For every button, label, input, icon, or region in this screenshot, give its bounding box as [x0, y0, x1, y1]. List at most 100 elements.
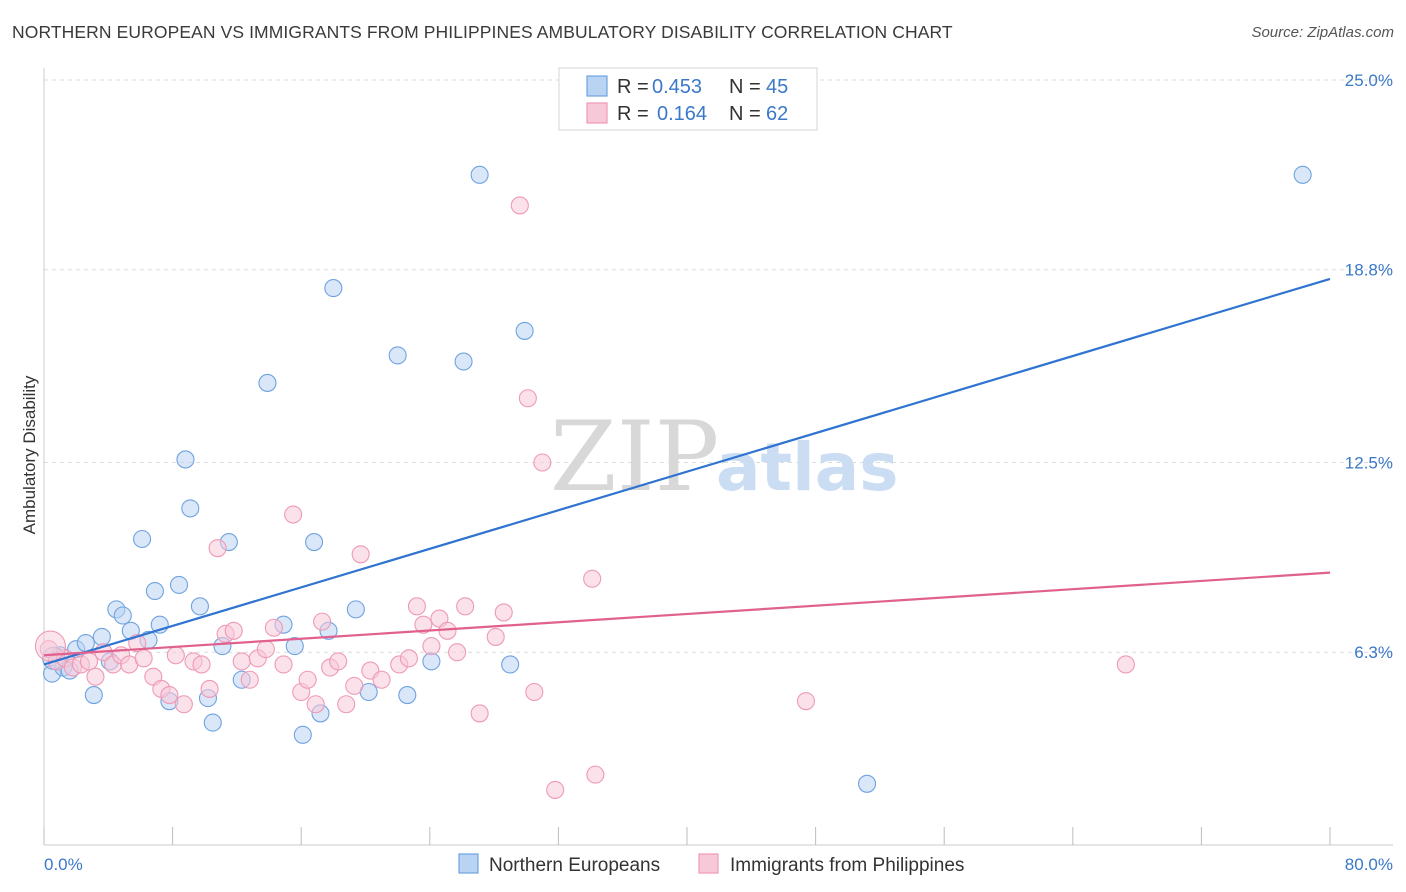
point-immigrant-philippines: [372, 670, 391, 689]
point-northern-european: [501, 655, 520, 674]
y-tick-label: 18.8%: [1345, 261, 1393, 280]
trend-line-immigrants-philippines: [43, 571, 1331, 657]
x-tick-label-min: 0.0%: [44, 855, 83, 874]
legend-n-value-1: 45: [766, 76, 788, 98]
point-northern-european: [398, 686, 417, 705]
point-immigrant-philippines: [134, 649, 153, 668]
correlation-legend: R = 0.453 N = 45 R = 0.164 N = 62: [558, 67, 818, 131]
point-northern-european: [76, 633, 95, 653]
point-immigrant-philippines: [306, 695, 325, 714]
series-legend: Northern Europeans Immigrants from Phili…: [458, 853, 964, 876]
point-immigrant-philippines: [240, 670, 259, 689]
trend-line-northern-europeans: [43, 277, 1331, 666]
point-immigrant-philippines: [494, 603, 513, 622]
y-tick-labels: 6.3% 12.5% 18.8% 25.0%: [1345, 71, 1393, 662]
point-immigrant-philippines: [86, 667, 105, 686]
watermark-zip: ZIP: [550, 401, 719, 513]
point-immigrant-philippines: [351, 545, 370, 564]
point-northern-european: [190, 597, 209, 616]
point-immigrant-philippines: [298, 670, 317, 689]
point-immigrant-philippines: [533, 453, 552, 472]
legend-r-value-2: 0.164: [657, 103, 707, 125]
point-northern-european: [293, 725, 312, 744]
point-northern-european: [84, 686, 103, 705]
point-immigrant-philippines: [470, 704, 489, 723]
point-immigrant-philippines: [192, 655, 211, 674]
point-northern-european: [346, 600, 365, 619]
point-immigrant-philippines: [160, 686, 179, 705]
point-immigrant-philippines: [232, 652, 251, 671]
watermark-atlas: atlas: [716, 429, 899, 506]
point-immigrant-philippines: [422, 637, 441, 656]
point-immigrant-philippines: [456, 597, 475, 616]
y-tick-label: 12.5%: [1345, 454, 1393, 473]
point-immigrant-philippines: [174, 695, 193, 714]
point-northern-european: [169, 575, 189, 594]
bottom-legend-swatch-blue: [458, 853, 479, 874]
point-northern-european: [1293, 165, 1312, 184]
point-immigrant-philippines: [345, 676, 364, 695]
point-immigrant-philippines: [264, 618, 283, 637]
point-immigrant-philippines: [510, 196, 529, 215]
point-immigrant-philippines: [399, 649, 418, 668]
point-immigrant-philippines: [1116, 655, 1135, 674]
legend-n-label-2: N =: [729, 103, 761, 125]
point-northern-european: [305, 533, 324, 552]
point-northern-european: [203, 713, 222, 732]
point-northern-european: [181, 499, 200, 518]
point-northern-european: [857, 774, 877, 793]
point-immigrant-philippines: [284, 505, 303, 524]
legend-swatch-blue: [586, 75, 608, 97]
chart-source: Source: ZipAtlas.com: [1251, 24, 1394, 41]
point-northern-european: [285, 637, 304, 656]
point-northern-european: [92, 627, 111, 646]
point-northern-european: [145, 581, 164, 601]
point-northern-european: [133, 529, 152, 549]
y-axis-title: Ambulatory Disability: [20, 375, 39, 534]
point-immigrant-philippines: [546, 780, 565, 799]
axes: [43, 68, 1393, 846]
point-immigrant-philippines: [208, 539, 227, 558]
y-tick-label: 6.3%: [1354, 643, 1393, 662]
legend-r-value-1: 0.453: [652, 76, 702, 98]
chart-title: NORTHERN EUROPEAN VS IMMIGRANTS FROM PHI…: [12, 22, 953, 42]
point-northern-european: [113, 606, 132, 625]
trend-lines: [43, 277, 1331, 666]
point-northern-european: [324, 279, 343, 298]
point-northern-european: [470, 165, 489, 184]
point-northern-european: [515, 321, 534, 340]
point-northern-european: [454, 352, 473, 371]
point-northern-european: [176, 450, 195, 469]
bottom-legend-label-blue: Northern Europeans: [489, 855, 660, 876]
point-northern-european: [422, 652, 441, 671]
point-immigrant-philippines: [583, 569, 602, 588]
bottom-legend-swatch-pink: [698, 853, 719, 874]
point-northern-european: [388, 346, 407, 365]
point-immigrant-philippines: [79, 652, 99, 671]
point-northern-european: [258, 373, 277, 392]
watermark: ZIP atlas: [550, 401, 899, 513]
legend-r-label-2: R =: [617, 103, 649, 125]
point-immigrant-philippines: [256, 640, 275, 659]
point-immigrant-philippines: [274, 655, 293, 674]
series-immigrants-philippines-points: [34, 196, 1135, 799]
legend-r-label-1: R =: [617, 76, 649, 98]
point-immigrant-philippines: [486, 627, 505, 646]
point-immigrant-philippines: [414, 615, 433, 634]
gridlines: [44, 79, 1393, 653]
legend-n-label-1: N =: [729, 76, 761, 98]
y-tick-label: 25.0%: [1345, 71, 1393, 90]
point-immigrant-philippines: [329, 652, 348, 671]
point-immigrant-philippines: [796, 692, 816, 711]
point-immigrant-philippines: [518, 389, 537, 408]
point-immigrant-philippines: [224, 621, 243, 640]
legend-n-value-2: 62: [766, 103, 788, 125]
point-immigrant-philippines-large: [34, 630, 66, 662]
point-immigrant-philippines: [407, 597, 426, 616]
point-immigrant-philippines: [166, 646, 185, 665]
point-immigrant-philippines: [200, 679, 219, 698]
bottom-legend-label-pink: Immigrants from Philippines: [730, 855, 964, 876]
x-tick-label-max: 80.0%: [1345, 855, 1393, 874]
point-immigrant-philippines: [313, 612, 332, 631]
